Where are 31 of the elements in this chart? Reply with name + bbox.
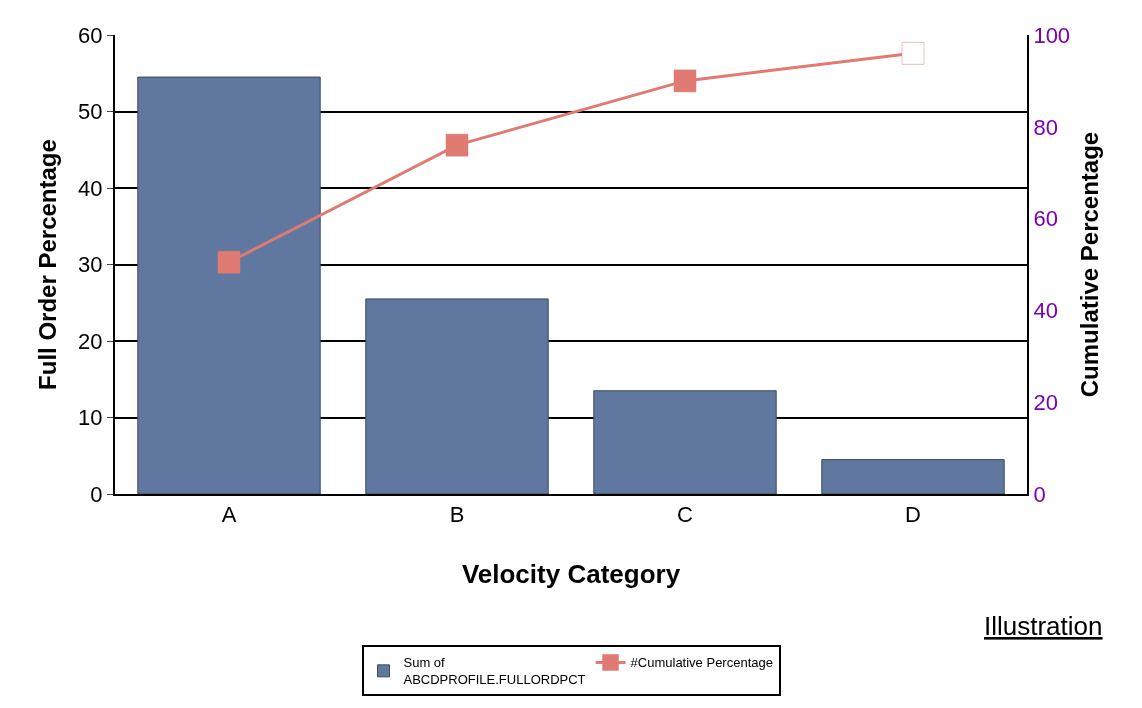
y2-tick-label: 80 bbox=[1033, 114, 1058, 140]
bar bbox=[137, 76, 321, 494]
y2-tick-label: 100 bbox=[1033, 22, 1071, 48]
y2-tick-label: 60 bbox=[1033, 206, 1058, 232]
x-tick-label: D bbox=[905, 502, 921, 528]
x-axis-title: Velocity Category bbox=[461, 559, 681, 589]
y2-tick-label: 40 bbox=[1033, 298, 1058, 324]
bar bbox=[365, 298, 549, 494]
bar bbox=[821, 459, 1005, 494]
point bbox=[445, 133, 469, 157]
y2-tick-label: 20 bbox=[1033, 389, 1058, 415]
point bbox=[217, 250, 241, 274]
y-tick-label: 20 bbox=[78, 328, 103, 354]
point bbox=[901, 42, 925, 65]
y-axis-title: Full Order Percentage bbox=[34, 139, 61, 390]
point bbox=[673, 69, 697, 93]
x-tick-label: C bbox=[677, 502, 694, 528]
bar bbox=[593, 390, 777, 494]
y2-tick-label: 0 bbox=[1033, 481, 1046, 507]
y2-axis-title: Cumulative Percentage bbox=[1076, 131, 1103, 398]
legend-label: Sum of ABCDPROFILE.FULLORDPCT bbox=[403, 655, 586, 688]
y-tick-label: 50 bbox=[78, 99, 103, 125]
y-tick-label: 10 bbox=[78, 405, 103, 431]
legend-label: #Cumulative Percentage bbox=[630, 655, 773, 671]
y-tick-label: 30 bbox=[78, 252, 103, 278]
x-tick-label: A bbox=[221, 502, 237, 528]
y-tick-label: 0 bbox=[90, 481, 103, 507]
y-tick-label: 40 bbox=[78, 175, 103, 201]
y-tick-label: 60 bbox=[78, 22, 103, 48]
text: Illustration bbox=[984, 611, 1103, 641]
x-tick-label: B bbox=[449, 502, 465, 528]
